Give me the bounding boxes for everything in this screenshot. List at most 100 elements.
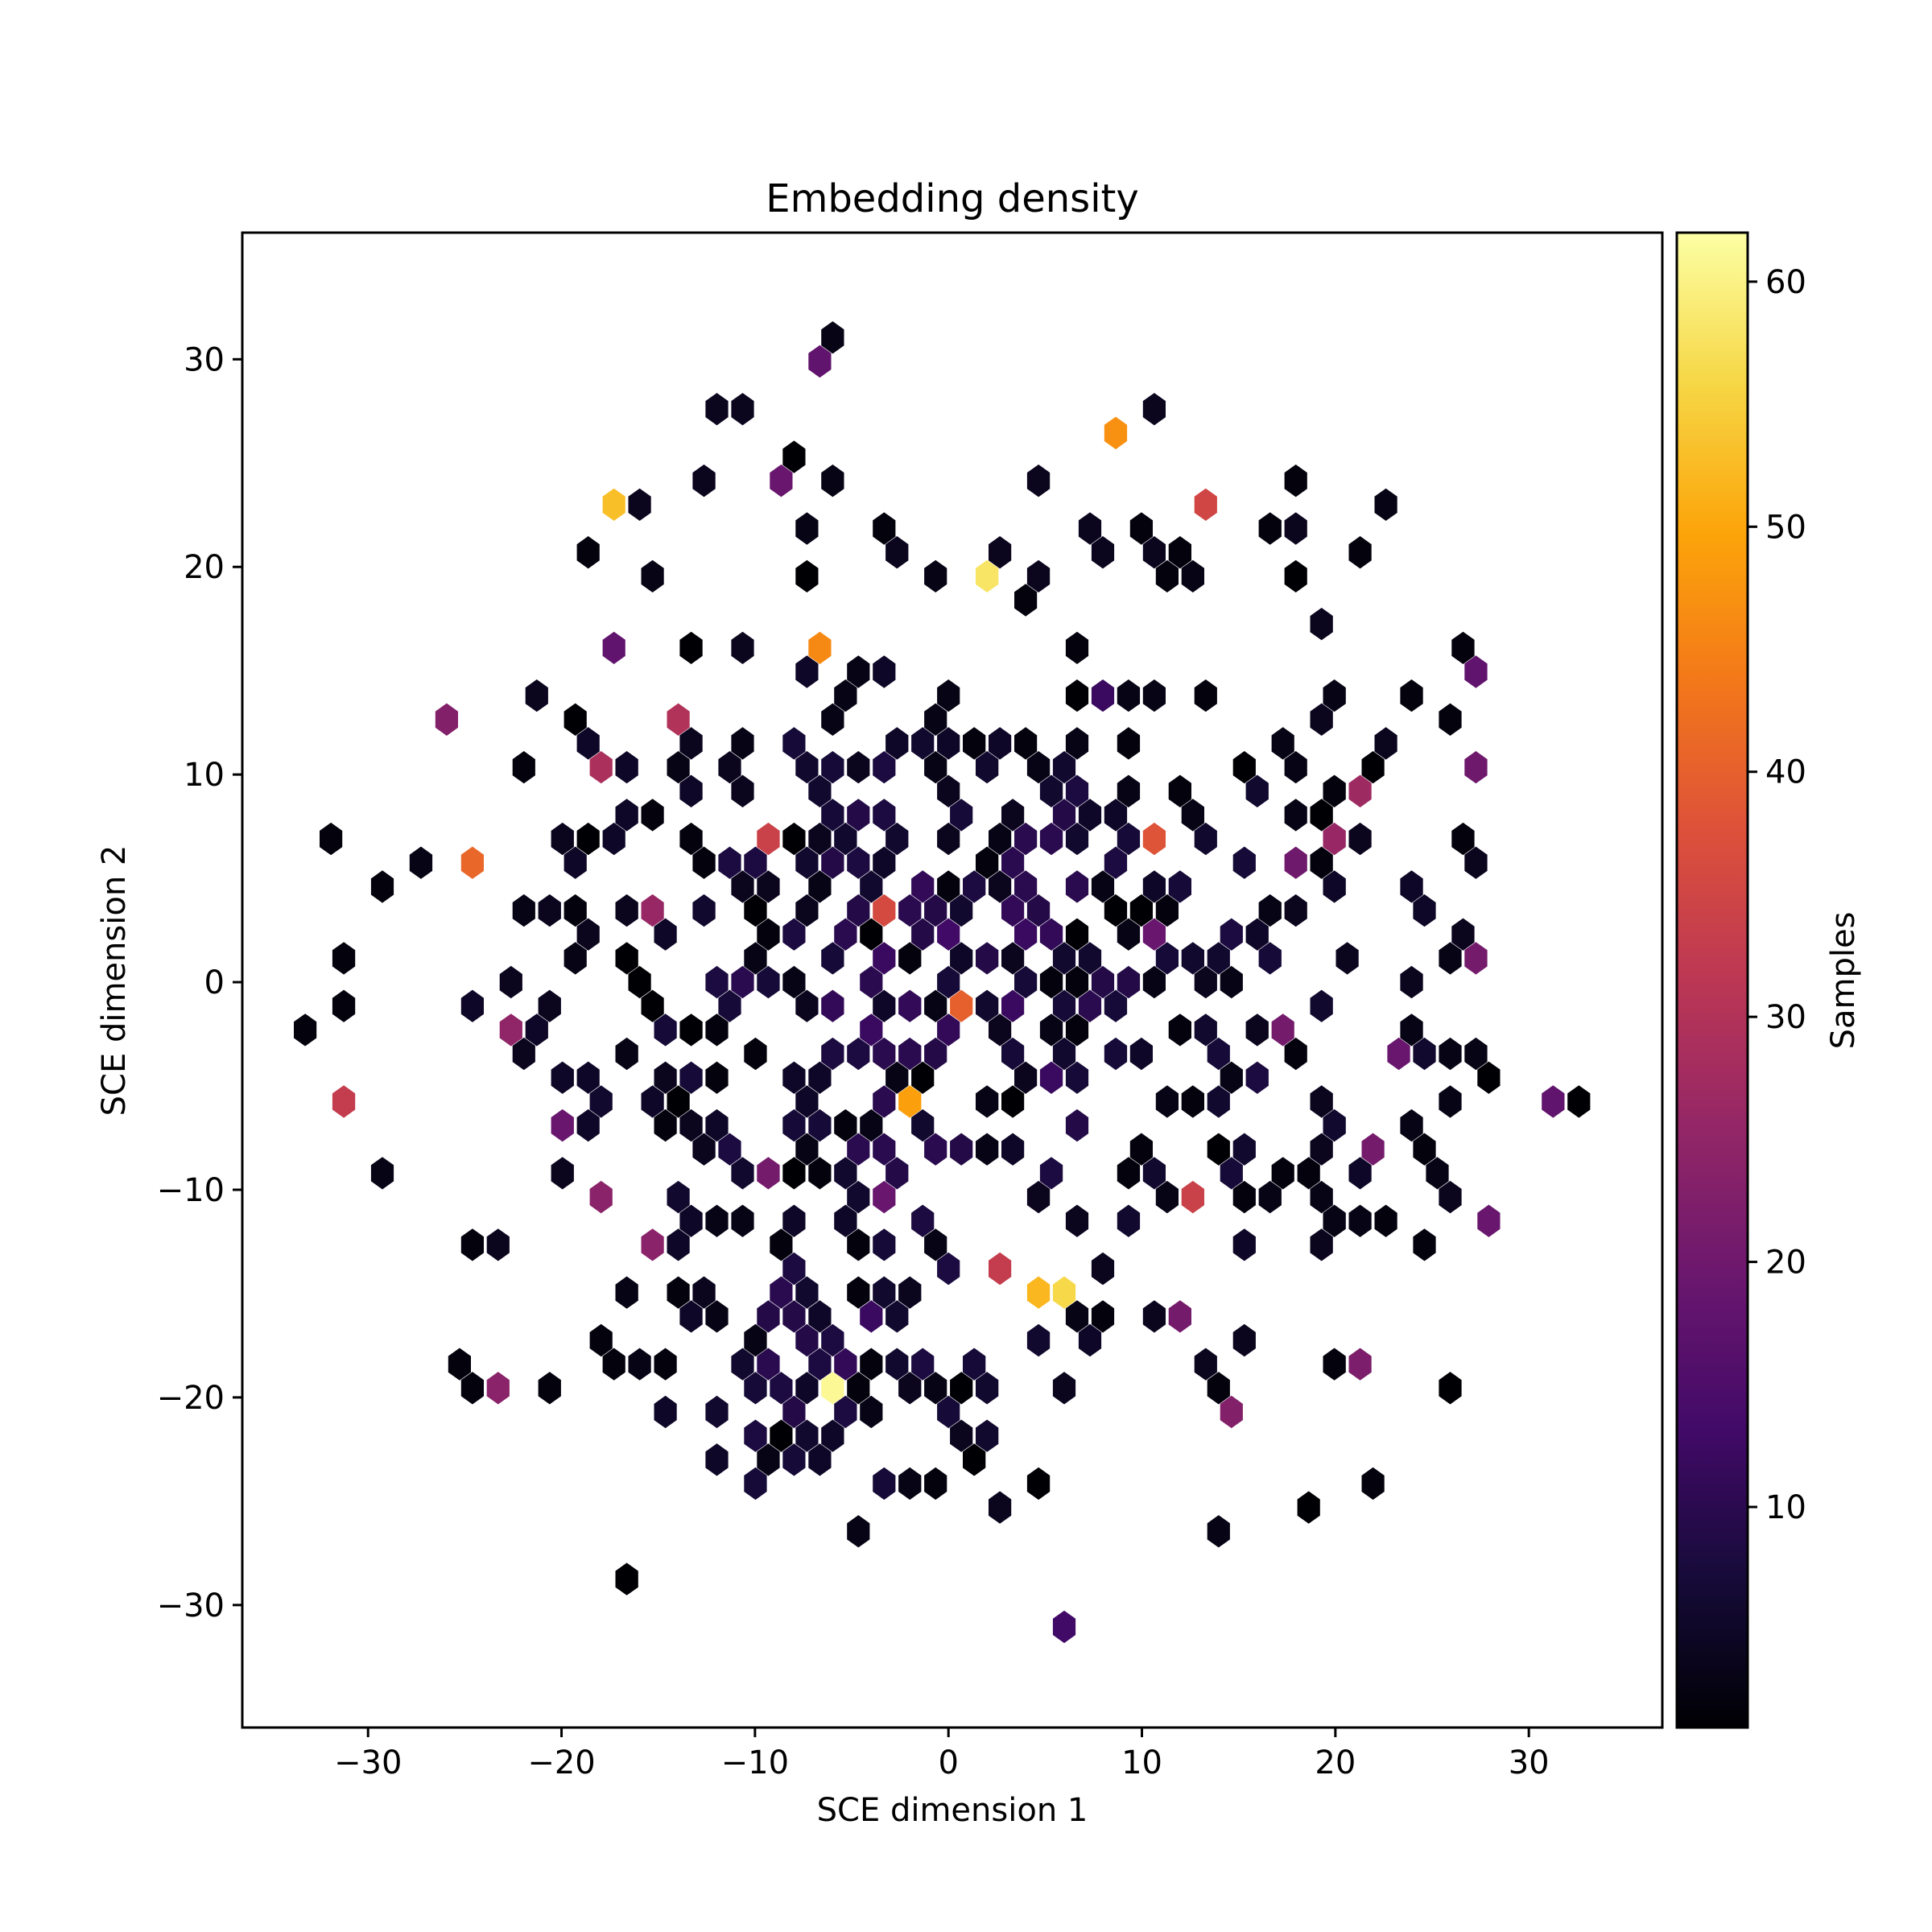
hexbin-cell bbox=[821, 1419, 844, 1452]
hexbin-cell bbox=[1245, 1061, 1269, 1094]
hexbin-cell bbox=[1284, 464, 1307, 497]
hexbin-cell bbox=[705, 393, 729, 426]
hexbin-cell bbox=[911, 1204, 935, 1237]
hexbin-cell bbox=[512, 894, 535, 927]
hexbin-cell bbox=[1194, 1348, 1217, 1381]
hexbin-cell bbox=[1310, 1133, 1333, 1166]
hexbin-cell bbox=[847, 1133, 870, 1166]
hexbin-cell bbox=[1310, 989, 1333, 1022]
hexbin-cell bbox=[1142, 822, 1166, 856]
hexbin-cell bbox=[744, 1323, 767, 1357]
hexbin-cell bbox=[782, 1252, 806, 1286]
hexbin-cell bbox=[1052, 1276, 1076, 1309]
hexbin-cell bbox=[460, 1372, 484, 1405]
hexbin-cell bbox=[976, 1133, 999, 1166]
hexbin-cell bbox=[1439, 1085, 1462, 1118]
hexbin-cell bbox=[782, 1061, 806, 1094]
hexbin-cell bbox=[1168, 870, 1191, 903]
hexbin-cell bbox=[1439, 942, 1462, 975]
hexbin-cell bbox=[448, 1348, 471, 1381]
hexbin-cell bbox=[1387, 1037, 1410, 1071]
hexbin-cell bbox=[1155, 1085, 1179, 1118]
hexbin-cell bbox=[950, 942, 973, 975]
hexbin-cell bbox=[1451, 822, 1475, 856]
hexbin-cell bbox=[821, 942, 844, 975]
hexbin-cell bbox=[1026, 1276, 1051, 1309]
hexbin-cell bbox=[770, 464, 793, 497]
hexbin-cell bbox=[1194, 965, 1217, 999]
hexbin-cell bbox=[576, 822, 600, 856]
hexbin-cell bbox=[1026, 1467, 1051, 1501]
hexbin-cell bbox=[679, 631, 703, 664]
hexbin-cell bbox=[1117, 774, 1141, 807]
hexbin-cell bbox=[834, 1348, 857, 1381]
hexbin-cell bbox=[1400, 1108, 1423, 1142]
hexbin-cell bbox=[1271, 1157, 1294, 1190]
colorbar-tick-label: 10 bbox=[1765, 1489, 1806, 1526]
hexbin-cell bbox=[409, 846, 433, 879]
hexbin-cell bbox=[873, 942, 896, 975]
hexbin-cell bbox=[795, 751, 819, 784]
hexbin-cell bbox=[937, 822, 960, 856]
hexbin-cell bbox=[937, 1395, 960, 1429]
hexbin-cell bbox=[1039, 1061, 1063, 1094]
y-tick-label: −10 bbox=[157, 1172, 225, 1209]
hexbin-cell bbox=[911, 1108, 935, 1142]
hexbin-cell bbox=[834, 822, 857, 856]
hexbin-cell bbox=[1052, 799, 1076, 832]
hexbin-cell bbox=[1078, 512, 1102, 545]
hexbin-cell bbox=[744, 846, 767, 879]
hexbin-cell bbox=[1323, 822, 1346, 856]
hexbin-cell bbox=[1065, 679, 1089, 712]
hexbin-cell bbox=[1323, 679, 1346, 712]
hexbin-cell bbox=[1039, 774, 1063, 807]
hexbin-cell bbox=[937, 1252, 960, 1286]
hexbin-cell bbox=[1310, 1228, 1333, 1261]
hexbin-cell bbox=[1129, 1133, 1153, 1166]
hexbin-cell bbox=[898, 1467, 922, 1501]
hexbin-cell bbox=[860, 1013, 883, 1046]
hexbin-cell bbox=[705, 1443, 729, 1476]
hexbin-cell bbox=[332, 1085, 356, 1118]
hexbin-cell bbox=[1091, 1252, 1115, 1286]
hexbin-cell bbox=[1220, 1157, 1243, 1190]
hexbin-cell bbox=[989, 536, 1012, 569]
hexbin-cell bbox=[1323, 1204, 1346, 1237]
hexbin-cell bbox=[770, 1276, 793, 1309]
hexbin-cell bbox=[924, 703, 947, 736]
hexbin-cell bbox=[1284, 1037, 1307, 1071]
hexbin-cell bbox=[989, 1252, 1012, 1286]
hexbin-cell bbox=[873, 989, 896, 1022]
hexbin-cell bbox=[1117, 1157, 1141, 1190]
hexbin-cell bbox=[705, 1013, 729, 1046]
hexbin-cell bbox=[782, 1157, 806, 1190]
hexbin-cell bbox=[1207, 1133, 1230, 1166]
hexbin-cell bbox=[705, 1061, 729, 1094]
hexbin-cell bbox=[924, 1037, 947, 1071]
hexbin-cell bbox=[1168, 774, 1191, 807]
hexbin-cell bbox=[1181, 1085, 1204, 1118]
hexbin-cell bbox=[860, 965, 883, 999]
hexbin-cell bbox=[1026, 1323, 1051, 1357]
hexbin-cell bbox=[1026, 894, 1051, 927]
hexbin-cell bbox=[615, 751, 638, 784]
colorbar-label: Samples bbox=[1825, 912, 1862, 1050]
plot-frame bbox=[241, 231, 1664, 1729]
hexbin-cell bbox=[1065, 1204, 1089, 1237]
hexbin-cell bbox=[911, 1061, 935, 1094]
hexbin-cell bbox=[757, 918, 780, 951]
hexbin-cell bbox=[1129, 512, 1153, 545]
hexbin-cell bbox=[1078, 989, 1102, 1022]
hexbin-cell bbox=[847, 1515, 870, 1548]
hexbin-cell bbox=[654, 1348, 677, 1381]
hexbin-cell bbox=[989, 727, 1012, 760]
hexbin-cell bbox=[499, 965, 522, 999]
hexbin-cell bbox=[873, 1037, 896, 1071]
hexbin-cell bbox=[486, 1372, 510, 1405]
hexbin-cell bbox=[834, 1204, 857, 1237]
hexbin-cell bbox=[1117, 1204, 1141, 1237]
hexbin-cell bbox=[551, 1108, 574, 1142]
hexbin-cell bbox=[1142, 393, 1166, 426]
hexbin-cell bbox=[924, 1133, 947, 1166]
y-axis: −30 −20 −10 0 10 20 30 bbox=[157, 341, 242, 1624]
